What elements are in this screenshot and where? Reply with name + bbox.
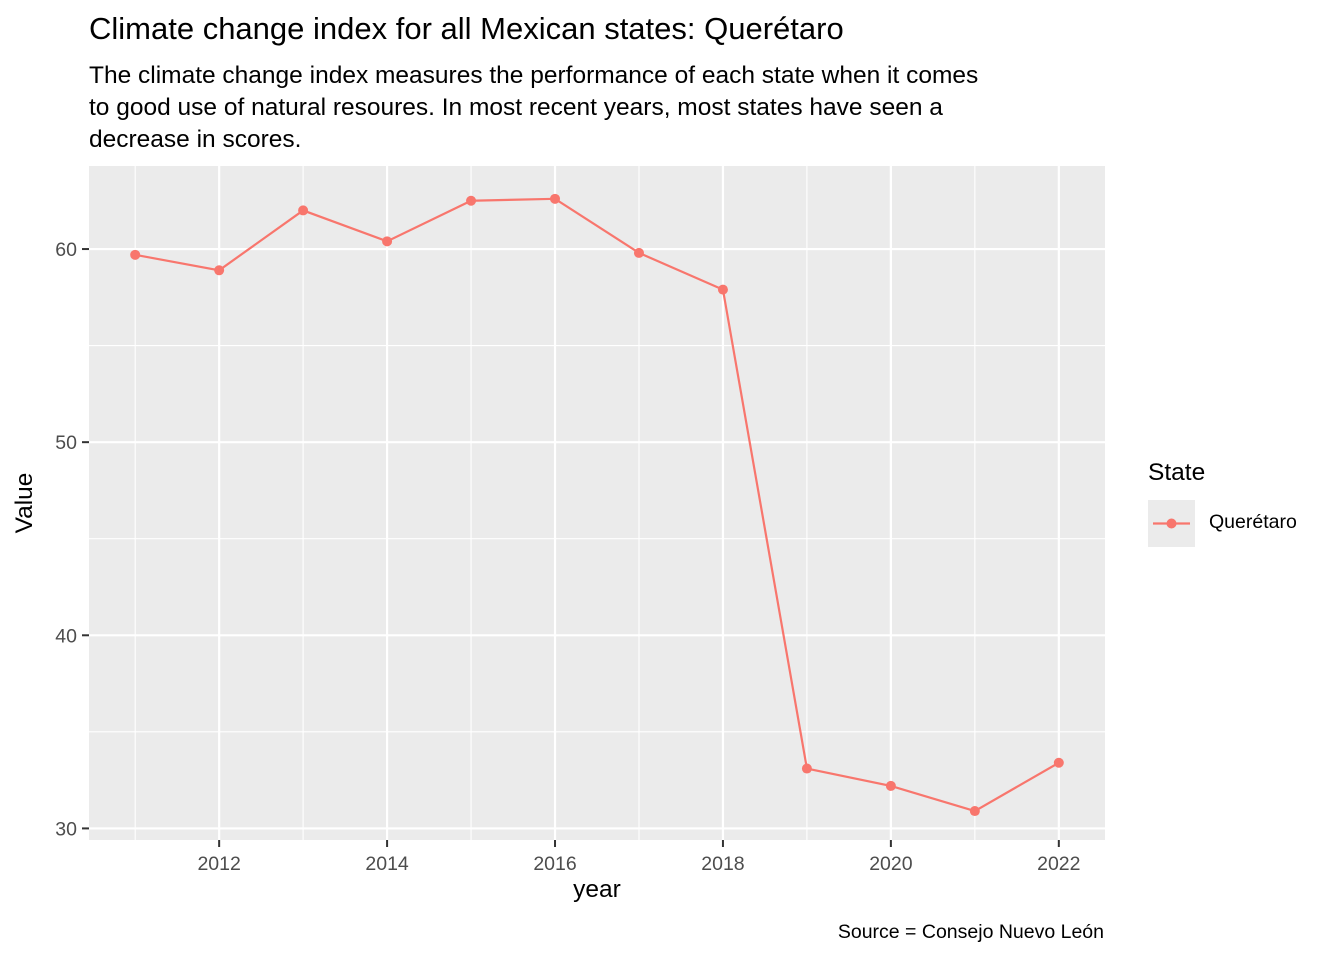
data-point xyxy=(550,193,561,204)
y-axis-label: Value xyxy=(11,472,38,534)
data-point xyxy=(717,284,728,295)
data-point xyxy=(1053,757,1064,768)
legend-key-swatch xyxy=(1153,518,1190,529)
x-axis-label: year xyxy=(573,876,621,903)
legend: State Querétaro xyxy=(1148,458,1297,547)
x-tick-label: 2016 xyxy=(533,853,576,875)
legend-label: Querétaro xyxy=(1209,511,1297,533)
x-tick-label: 2020 xyxy=(869,853,913,875)
data-point xyxy=(130,249,141,260)
chart-subtitle: The climate change index measures the pe… xyxy=(89,62,979,153)
y-tick-label: 40 xyxy=(55,625,77,647)
series-line xyxy=(134,197,1060,813)
y-tick-label: 50 xyxy=(55,432,77,454)
chart-title: Climate change index for all Mexican sta… xyxy=(89,11,844,46)
data-point xyxy=(801,763,812,774)
x-tick-label: 2012 xyxy=(197,853,240,875)
data-point xyxy=(633,247,644,258)
legend-key xyxy=(1148,500,1195,547)
data-point xyxy=(885,780,896,791)
data-point xyxy=(382,236,393,247)
legend-title: State xyxy=(1148,459,1206,486)
data-point xyxy=(466,195,477,206)
x-tick-label: 2018 xyxy=(701,853,744,875)
x-tick-label: 2022 xyxy=(1037,853,1080,875)
y-tick-label: 60 xyxy=(55,239,77,261)
x-tick-label: 2014 xyxy=(365,853,409,875)
y-tick-label: 30 xyxy=(55,818,77,840)
chart-caption: Source = Consejo Nuevo León xyxy=(837,921,1104,943)
data-point xyxy=(214,265,225,276)
data-point xyxy=(969,806,980,817)
plot-panel xyxy=(89,166,1105,840)
data-point xyxy=(298,205,309,216)
